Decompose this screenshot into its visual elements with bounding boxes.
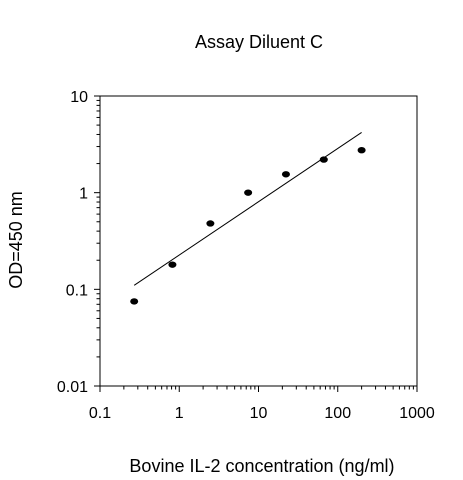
x-tick-label: 100 bbox=[324, 405, 351, 422]
x-tick-label: 1000 bbox=[399, 405, 435, 422]
y-tick-label: 1 bbox=[79, 186, 88, 203]
data-point bbox=[244, 189, 253, 196]
fit-line bbox=[133, 132, 362, 286]
data-point bbox=[281, 171, 290, 178]
y-tick-label: 10 bbox=[70, 89, 88, 106]
data-point bbox=[357, 146, 366, 154]
fit-line-group bbox=[133, 132, 362, 286]
x-tick-label: 10 bbox=[250, 405, 268, 422]
data-points bbox=[130, 146, 366, 305]
data-point bbox=[319, 156, 328, 163]
data-point bbox=[206, 220, 215, 227]
x-tick-label: 0.1 bbox=[89, 405, 111, 422]
data-point bbox=[168, 261, 177, 268]
chart-title: Assay Diluent C bbox=[195, 32, 323, 52]
x-tick-label: 1 bbox=[175, 405, 184, 422]
y-axis-label: OD=450 nm bbox=[6, 191, 26, 289]
y-tick-label: 0.01 bbox=[57, 379, 88, 396]
x-axis-label: Bovine IL-2 concentration (ng/ml) bbox=[129, 456, 394, 476]
plot-frame bbox=[99, 95, 418, 387]
y-tick-label: 0.1 bbox=[66, 282, 88, 299]
data-point bbox=[130, 298, 139, 305]
